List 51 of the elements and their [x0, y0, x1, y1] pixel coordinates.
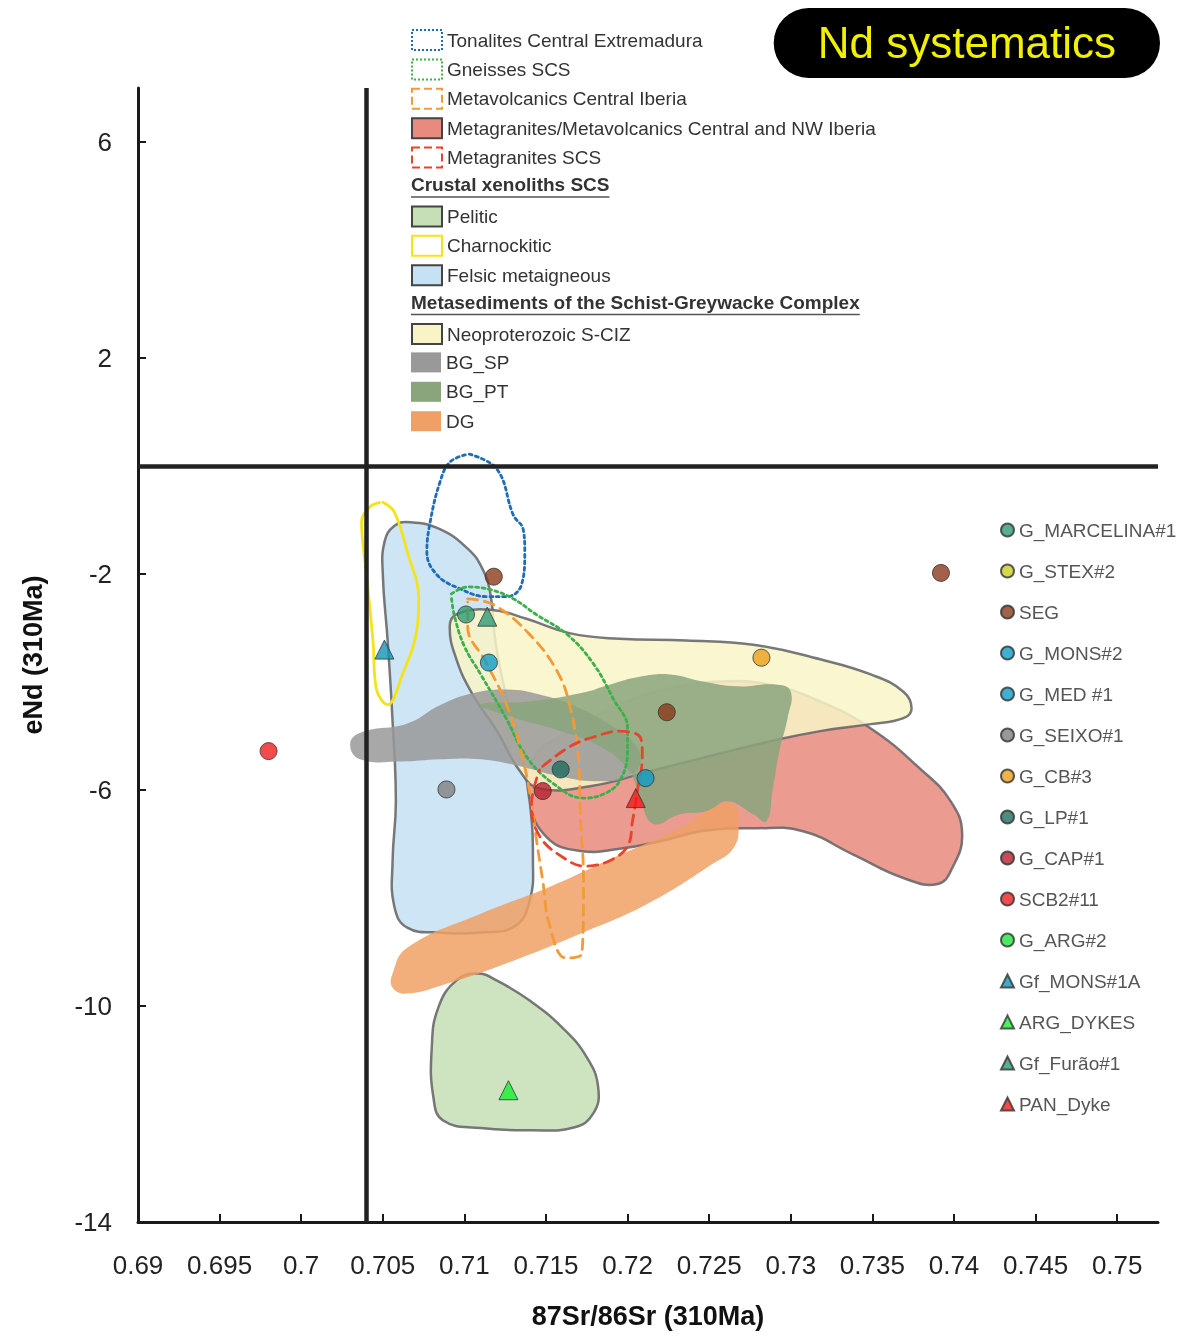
legend-label: G_MARCELINA#1: [1019, 519, 1177, 542]
x-tick-label: 0.73: [765, 1250, 817, 1280]
annotation: Crustal xenoliths SCS: [411, 174, 610, 195]
y-tick-label: -10: [74, 991, 112, 1021]
legend-label: G_CB#3: [1019, 765, 1092, 788]
legend-label: ARG_DYKES: [1019, 1011, 1136, 1034]
x-tick-label: 0.69: [112, 1250, 164, 1280]
legend-label: Gf_MONS#1A: [1019, 970, 1141, 993]
legend-label: Tonalites Central Extremadura: [447, 29, 703, 51]
legend-label: BG_PT: [446, 381, 509, 404]
legend-label: G_ARG#2: [1019, 929, 1107, 952]
x-tick-label: 0.745: [1003, 1250, 1069, 1280]
legend-label: Charnockitic: [447, 235, 552, 257]
x-tick-label: 0.735: [839, 1250, 905, 1280]
x-tick-label: 0.75: [1091, 1250, 1143, 1280]
y-axis-title: eNd (310Ma): [17, 575, 48, 735]
x-tick-label: 0.72: [602, 1250, 653, 1280]
legend-label: Gf_Furão#1: [1019, 1052, 1121, 1075]
y-tick-label: 2: [97, 343, 112, 373]
y-tick-label: -6: [88, 775, 112, 805]
annotation: Metasediments of the Schist-Greywacke Complex: [411, 291, 861, 313]
x-tick-label: 0.705: [350, 1250, 416, 1280]
legend-label: G_SEIXO#1: [1019, 724, 1124, 747]
y-tick-label: 6: [97, 127, 112, 157]
legend-label: G_MONS#2: [1019, 642, 1123, 665]
x-tick-label: 0.7: [283, 1250, 320, 1280]
x-tick-label: 0.71: [439, 1250, 490, 1280]
legend-label: SEG: [1019, 601, 1060, 623]
legend-label: BG_SP: [446, 351, 510, 374]
legend-label: Pelitic: [447, 205, 498, 227]
legend-label: DG: [446, 410, 475, 432]
chart-title: Nd systematics: [817, 17, 1117, 67]
legend-label: Metagranites/Metavolcanics Central and NW Iberia: [447, 117, 877, 139]
legend-label: Felsic metaigneous: [447, 264, 611, 286]
legend-label: G_MED #1: [1019, 683, 1113, 706]
x-axis-title: 87Sr/86Sr (310Ma): [531, 1300, 765, 1331]
legend-label: Gneisses SCS: [447, 58, 571, 80]
legend-label: SCB2#11: [1019, 888, 1099, 910]
legend-label: G_CAP#1: [1019, 847, 1105, 870]
x-tick-label: 0.725: [676, 1250, 742, 1280]
x-tick-label: 0.715: [513, 1250, 579, 1280]
y-tick-label: -14: [74, 1207, 112, 1237]
legend-label: G_LP#1: [1019, 806, 1089, 829]
legend-label: PAN_Dyke: [1019, 1093, 1111, 1116]
x-tick-label: 0.695: [187, 1250, 253, 1280]
legend-label: Neoproterozoic S-CIZ: [447, 323, 632, 345]
legend-label: Metagranites SCS: [447, 147, 602, 169]
legend-label: Metavolcanics Central Iberia: [447, 88, 688, 110]
legend-label: G_STEX#2: [1019, 560, 1116, 583]
y-tick-label: -2: [88, 559, 112, 589]
x-tick-label: 0.74: [928, 1250, 980, 1280]
